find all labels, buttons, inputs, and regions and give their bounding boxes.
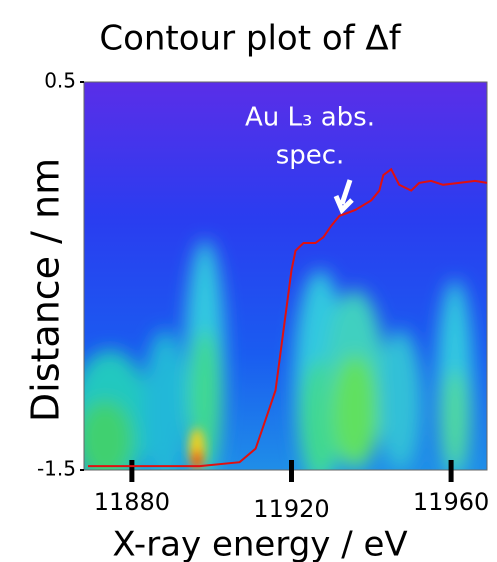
x-tick-label: 11880	[94, 488, 170, 516]
annotation-arrow	[333, 179, 354, 215]
plot-frame	[83, 81, 488, 471]
x-tick-label: 11920	[253, 495, 329, 523]
spectrum-line	[88, 167, 488, 468]
y-tick-label: 0.5	[44, 69, 76, 93]
y-tick-label: -1.5	[37, 457, 76, 481]
contour-map	[84, 82, 487, 470]
chart-title: Contour plot of Δf	[99, 19, 401, 59]
x-tick-label: 11960	[413, 488, 489, 516]
x-axis-label: X-ray energy / eV	[112, 525, 407, 562]
annotation: Au L₃ abs.	[245, 103, 375, 133]
y-axis-label: Distance / nm	[24, 158, 68, 422]
annotation: spec.	[276, 141, 345, 171]
